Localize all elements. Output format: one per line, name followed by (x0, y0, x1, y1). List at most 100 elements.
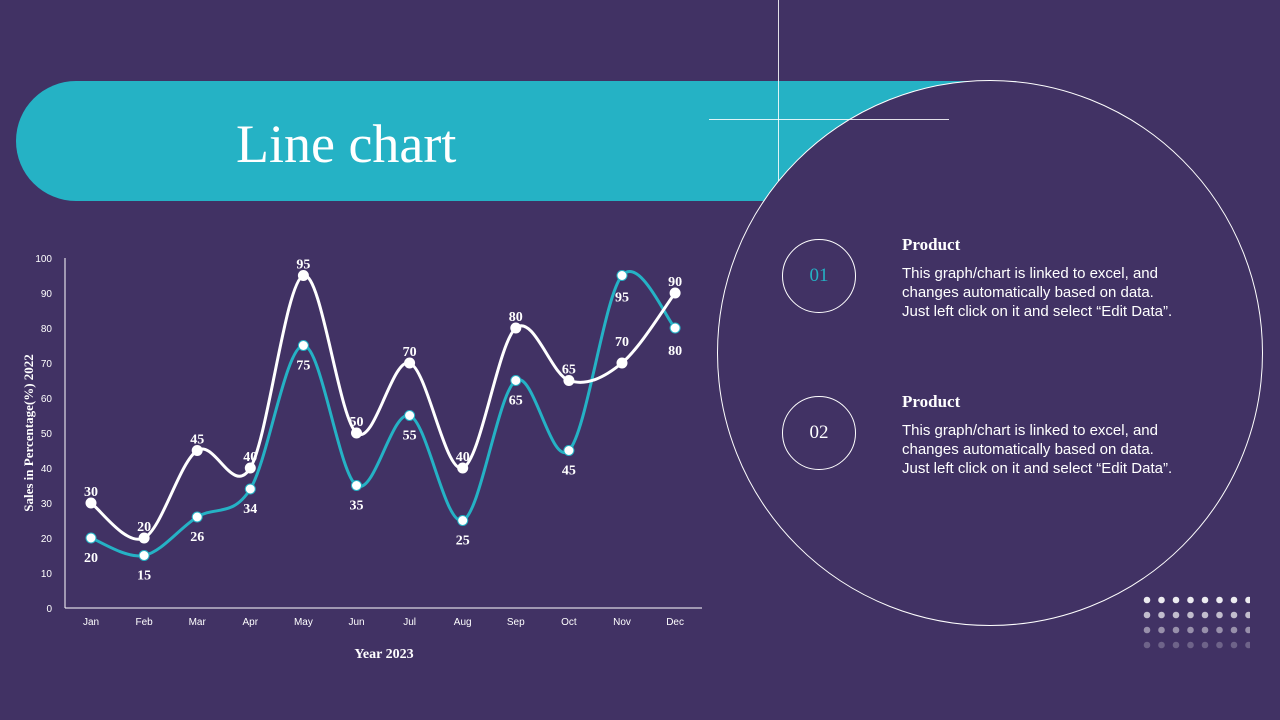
series-1-data-label: 45 (190, 433, 204, 448)
info-circle (717, 80, 1263, 626)
series-2-data-label: 65 (509, 394, 523, 409)
series-1-point (616, 357, 628, 369)
decorative-dot (1245, 626, 1250, 634)
series-2-data-label: 15 (137, 569, 151, 584)
series-1-data-label: 65 (562, 363, 576, 378)
dot-grid-decoration (1143, 596, 1250, 649)
y-tick-label: 100 (35, 254, 52, 265)
series-1-point (404, 357, 416, 369)
series-2-point (404, 410, 416, 421)
x-tick-label: Nov (613, 617, 631, 628)
y-tick-label: 80 (41, 324, 53, 335)
decorative-dot (1143, 596, 1151, 604)
decorative-dot (1158, 626, 1165, 634)
decorative-dot (1230, 611, 1238, 619)
series-1-data-label: 40 (243, 450, 257, 465)
decorative-dot (1201, 611, 1209, 619)
x-tick-label: Mar (189, 617, 207, 628)
series-2-point (85, 532, 97, 544)
x-tick-label: Jan (83, 617, 99, 628)
series-1-data-label: 40 (456, 450, 470, 465)
series-2-data-label: 26 (190, 530, 204, 545)
x-tick-label: Apr (243, 617, 259, 628)
item-description-2-line-3: Just left click on it and select “Edit D… (902, 460, 1173, 477)
decorative-dot (1245, 611, 1250, 619)
y-tick-label: 10 (41, 569, 53, 580)
x-tick-label: Sep (507, 617, 525, 628)
decorative-dot (1143, 641, 1151, 649)
x-tick-label: Dec (666, 617, 684, 628)
item-title-2: Product (902, 392, 961, 411)
series-1-data-label: 70 (403, 345, 417, 360)
decorative-horizontal-line (709, 119, 949, 120)
series-line-2 (90, 270, 677, 558)
decorative-dot (1172, 611, 1180, 619)
series-1-point (297, 270, 309, 281)
item-description-1: This graph/chart is linked to excel, and… (902, 264, 1202, 321)
x-tick-label: Oct (561, 617, 577, 628)
item-description-1-line-3: Just left click on it and select “Edit D… (902, 303, 1173, 320)
item-description-2-line-1: This graph/chart is linked to excel, and (902, 422, 1158, 439)
decorative-dot (1216, 626, 1223, 634)
decorative-dot (1187, 611, 1194, 619)
decorative-dot (1158, 611, 1165, 619)
item-description-1-line-2: changes automatically based on data. (902, 284, 1154, 301)
y-tick-label: 30 (41, 499, 53, 510)
x-tick-label: Feb (135, 617, 153, 628)
series-1-data-label: 50 (350, 415, 364, 430)
series-2-point (244, 483, 256, 495)
decorative-dot (1230, 596, 1238, 604)
decorative-dot (1245, 641, 1250, 649)
decorative-dot (1172, 596, 1180, 604)
page-title: Line chart (236, 114, 457, 174)
decorative-dot (1201, 641, 1209, 649)
x-tick-label: May (294, 617, 313, 628)
decorative-dot (1201, 596, 1209, 604)
series-2-data-label: 95 (615, 291, 629, 306)
series-2-point (457, 515, 469, 526)
item-description-1-line-1: This graph/chart is linked to excel, and (902, 265, 1158, 282)
series-1-point (351, 427, 362, 439)
y-tick-label: 20 (41, 534, 53, 545)
x-axis-title: Year 2023 (354, 647, 413, 662)
series-1-data-label: 30 (84, 485, 98, 500)
decorative-dot (1216, 611, 1223, 619)
decorative-dot (1201, 626, 1209, 634)
item-number-2: 02 (809, 422, 829, 443)
series-1-data-label: 90 (668, 275, 682, 290)
y-tick-label: 70 (41, 359, 53, 370)
series-2-data-label: 35 (350, 499, 364, 514)
y-tick-label: 40 (41, 464, 53, 475)
series-2-point (669, 322, 681, 334)
series-2-data-label: 45 (562, 464, 576, 479)
series-2-data-label: 25 (456, 534, 470, 549)
item-description-2-line-2: changes automatically based on data. (902, 441, 1154, 458)
series-2-point (510, 375, 522, 386)
item-number-1: 01 (809, 265, 829, 286)
decorative-dot (1245, 596, 1250, 604)
decorative-dot (1143, 626, 1151, 634)
series-1-data-label: 20 (137, 520, 151, 535)
x-tick-label: Jun (348, 617, 364, 628)
series-1-point (191, 445, 203, 456)
decorative-dot (1216, 641, 1223, 649)
series-2-point (616, 270, 628, 281)
y-tick-label: 0 (46, 604, 52, 615)
series-2-point (138, 550, 150, 561)
decorative-dot (1172, 641, 1180, 649)
series-1-data-label: 70 (615, 335, 629, 350)
series-1-point (85, 497, 97, 509)
item-description-2: This graph/chart is linked to excel, and… (902, 421, 1202, 478)
item-number-circle-1: 01 (782, 239, 856, 313)
series-1-data-label: 80 (509, 310, 523, 325)
series-1-point (138, 532, 150, 544)
y-axis-title: Sales in Percentage(%) 2022 (21, 354, 36, 512)
decorative-dot (1187, 596, 1194, 604)
decorative-dot (1158, 596, 1165, 604)
decorative-dot (1158, 641, 1165, 649)
y-tick-label: 50 (41, 429, 53, 440)
item-number-circle-2: 02 (782, 396, 856, 470)
series-2-point (563, 445, 575, 456)
series-1-point (563, 375, 575, 386)
